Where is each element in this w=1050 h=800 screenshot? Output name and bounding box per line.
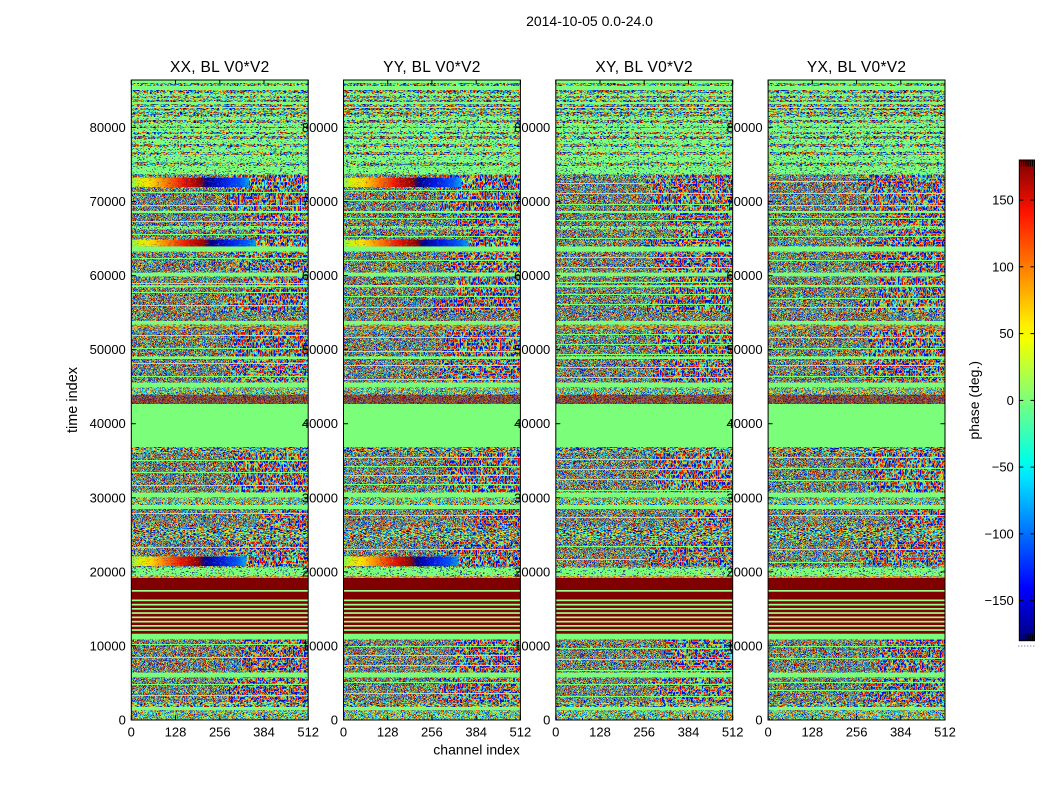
svg-text:70000: 70000 [514,194,550,209]
svg-text:10000: 10000 [302,638,338,653]
svg-text:0: 0 [340,725,347,740]
svg-text:80000: 80000 [514,120,550,135]
svg-text:128: 128 [801,725,823,740]
svg-text:40000: 40000 [302,416,338,431]
svg-text:phase (deg.): phase (deg.) [966,361,982,440]
svg-text:10000: 10000 [726,638,762,653]
svg-text:256: 256 [209,725,231,740]
svg-text:512: 512 [510,725,532,740]
svg-text:2014-10-05 0.0-24.0: 2014-10-05 0.0-24.0 [526,13,653,29]
svg-text:384: 384 [465,725,487,740]
svg-text:10000: 10000 [514,638,550,653]
svg-text:0: 0 [552,725,559,740]
svg-text:128: 128 [377,725,399,740]
svg-text:30000: 30000 [514,490,550,505]
svg-text:40000: 40000 [514,416,550,431]
svg-text:60000: 60000 [302,268,338,283]
svg-text:40000: 40000 [726,416,762,431]
svg-text:0: 0 [755,713,762,728]
svg-text:50: 50 [999,326,1013,341]
svg-text:70000: 70000 [90,194,126,209]
svg-text:0: 0 [119,713,126,728]
svg-text:512: 512 [934,725,956,740]
svg-text:YX, BL V0*V2: YX, BL V0*V2 [807,59,907,76]
svg-text:XY, BL V0*V2: XY, BL V0*V2 [595,59,693,76]
svg-text:384: 384 [678,725,700,740]
svg-text:0: 0 [1007,393,1014,408]
svg-text:80000: 80000 [302,120,338,135]
svg-text:channel index: channel index [433,742,519,758]
svg-text:10000: 10000 [90,638,126,653]
svg-text:128: 128 [165,725,187,740]
svg-text:40000: 40000 [90,416,126,431]
svg-text:80000: 80000 [726,120,762,135]
svg-text:−100: −100 [985,526,1014,541]
svg-text:128: 128 [589,725,611,740]
svg-text:60000: 60000 [90,268,126,283]
svg-text:0: 0 [331,713,338,728]
svg-text:60000: 60000 [726,268,762,283]
svg-text:30000: 30000 [90,490,126,505]
svg-text:YY, BL V0*V2: YY, BL V0*V2 [383,59,481,76]
svg-text:XX, BL V0*V2: XX, BL V0*V2 [170,59,270,76]
svg-text:30000: 30000 [302,490,338,505]
svg-text:384: 384 [253,725,275,740]
svg-text:60000: 60000 [514,268,550,283]
svg-text:0: 0 [543,713,550,728]
svg-text:50000: 50000 [90,342,126,357]
svg-text:512: 512 [722,725,744,740]
svg-text:20000: 20000 [514,564,550,579]
svg-text:384: 384 [890,725,912,740]
svg-text:0: 0 [764,725,771,740]
svg-text:time index: time index [65,366,81,433]
svg-text:256: 256 [421,725,443,740]
svg-text:20000: 20000 [90,564,126,579]
svg-text:−50: −50 [992,460,1014,475]
svg-text:100: 100 [992,259,1014,274]
svg-text:−150: −150 [985,593,1014,608]
svg-text:50000: 50000 [726,342,762,357]
svg-text:80000: 80000 [90,120,126,135]
svg-text:512: 512 [297,725,319,740]
svg-text:50000: 50000 [514,342,550,357]
svg-text:256: 256 [846,725,868,740]
svg-text:70000: 70000 [726,194,762,209]
svg-text:256: 256 [633,725,655,740]
svg-text:50000: 50000 [302,342,338,357]
svg-text:0: 0 [128,725,135,740]
svg-text:20000: 20000 [302,564,338,579]
svg-text:70000: 70000 [302,194,338,209]
svg-text:30000: 30000 [726,490,762,505]
svg-text:150: 150 [992,193,1014,208]
svg-text:20000: 20000 [726,564,762,579]
